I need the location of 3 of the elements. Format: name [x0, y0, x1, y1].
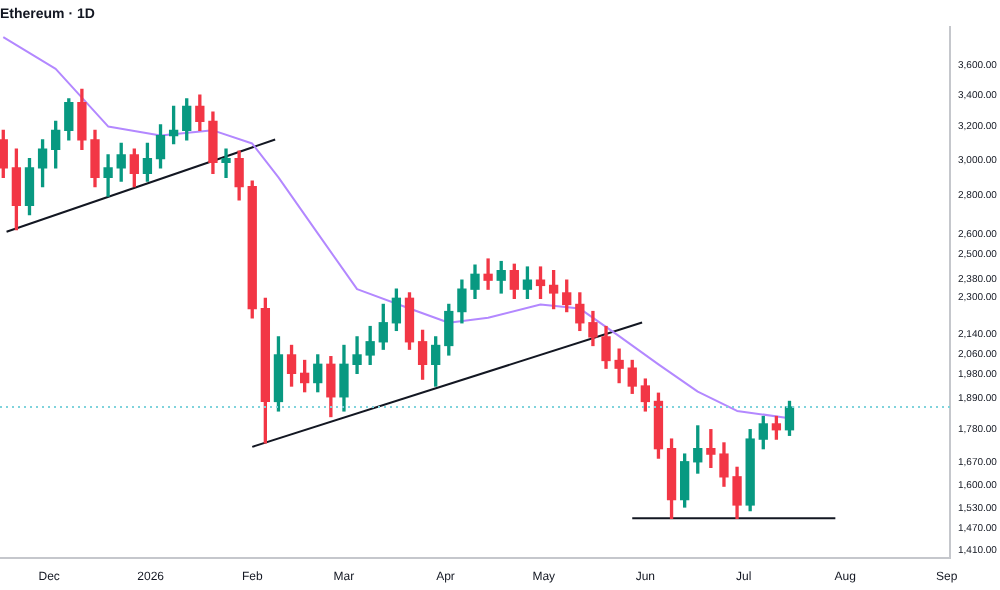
- candlestick: [483, 258, 493, 290]
- candlestick: [221, 148, 231, 178]
- candlestick: [103, 154, 113, 197]
